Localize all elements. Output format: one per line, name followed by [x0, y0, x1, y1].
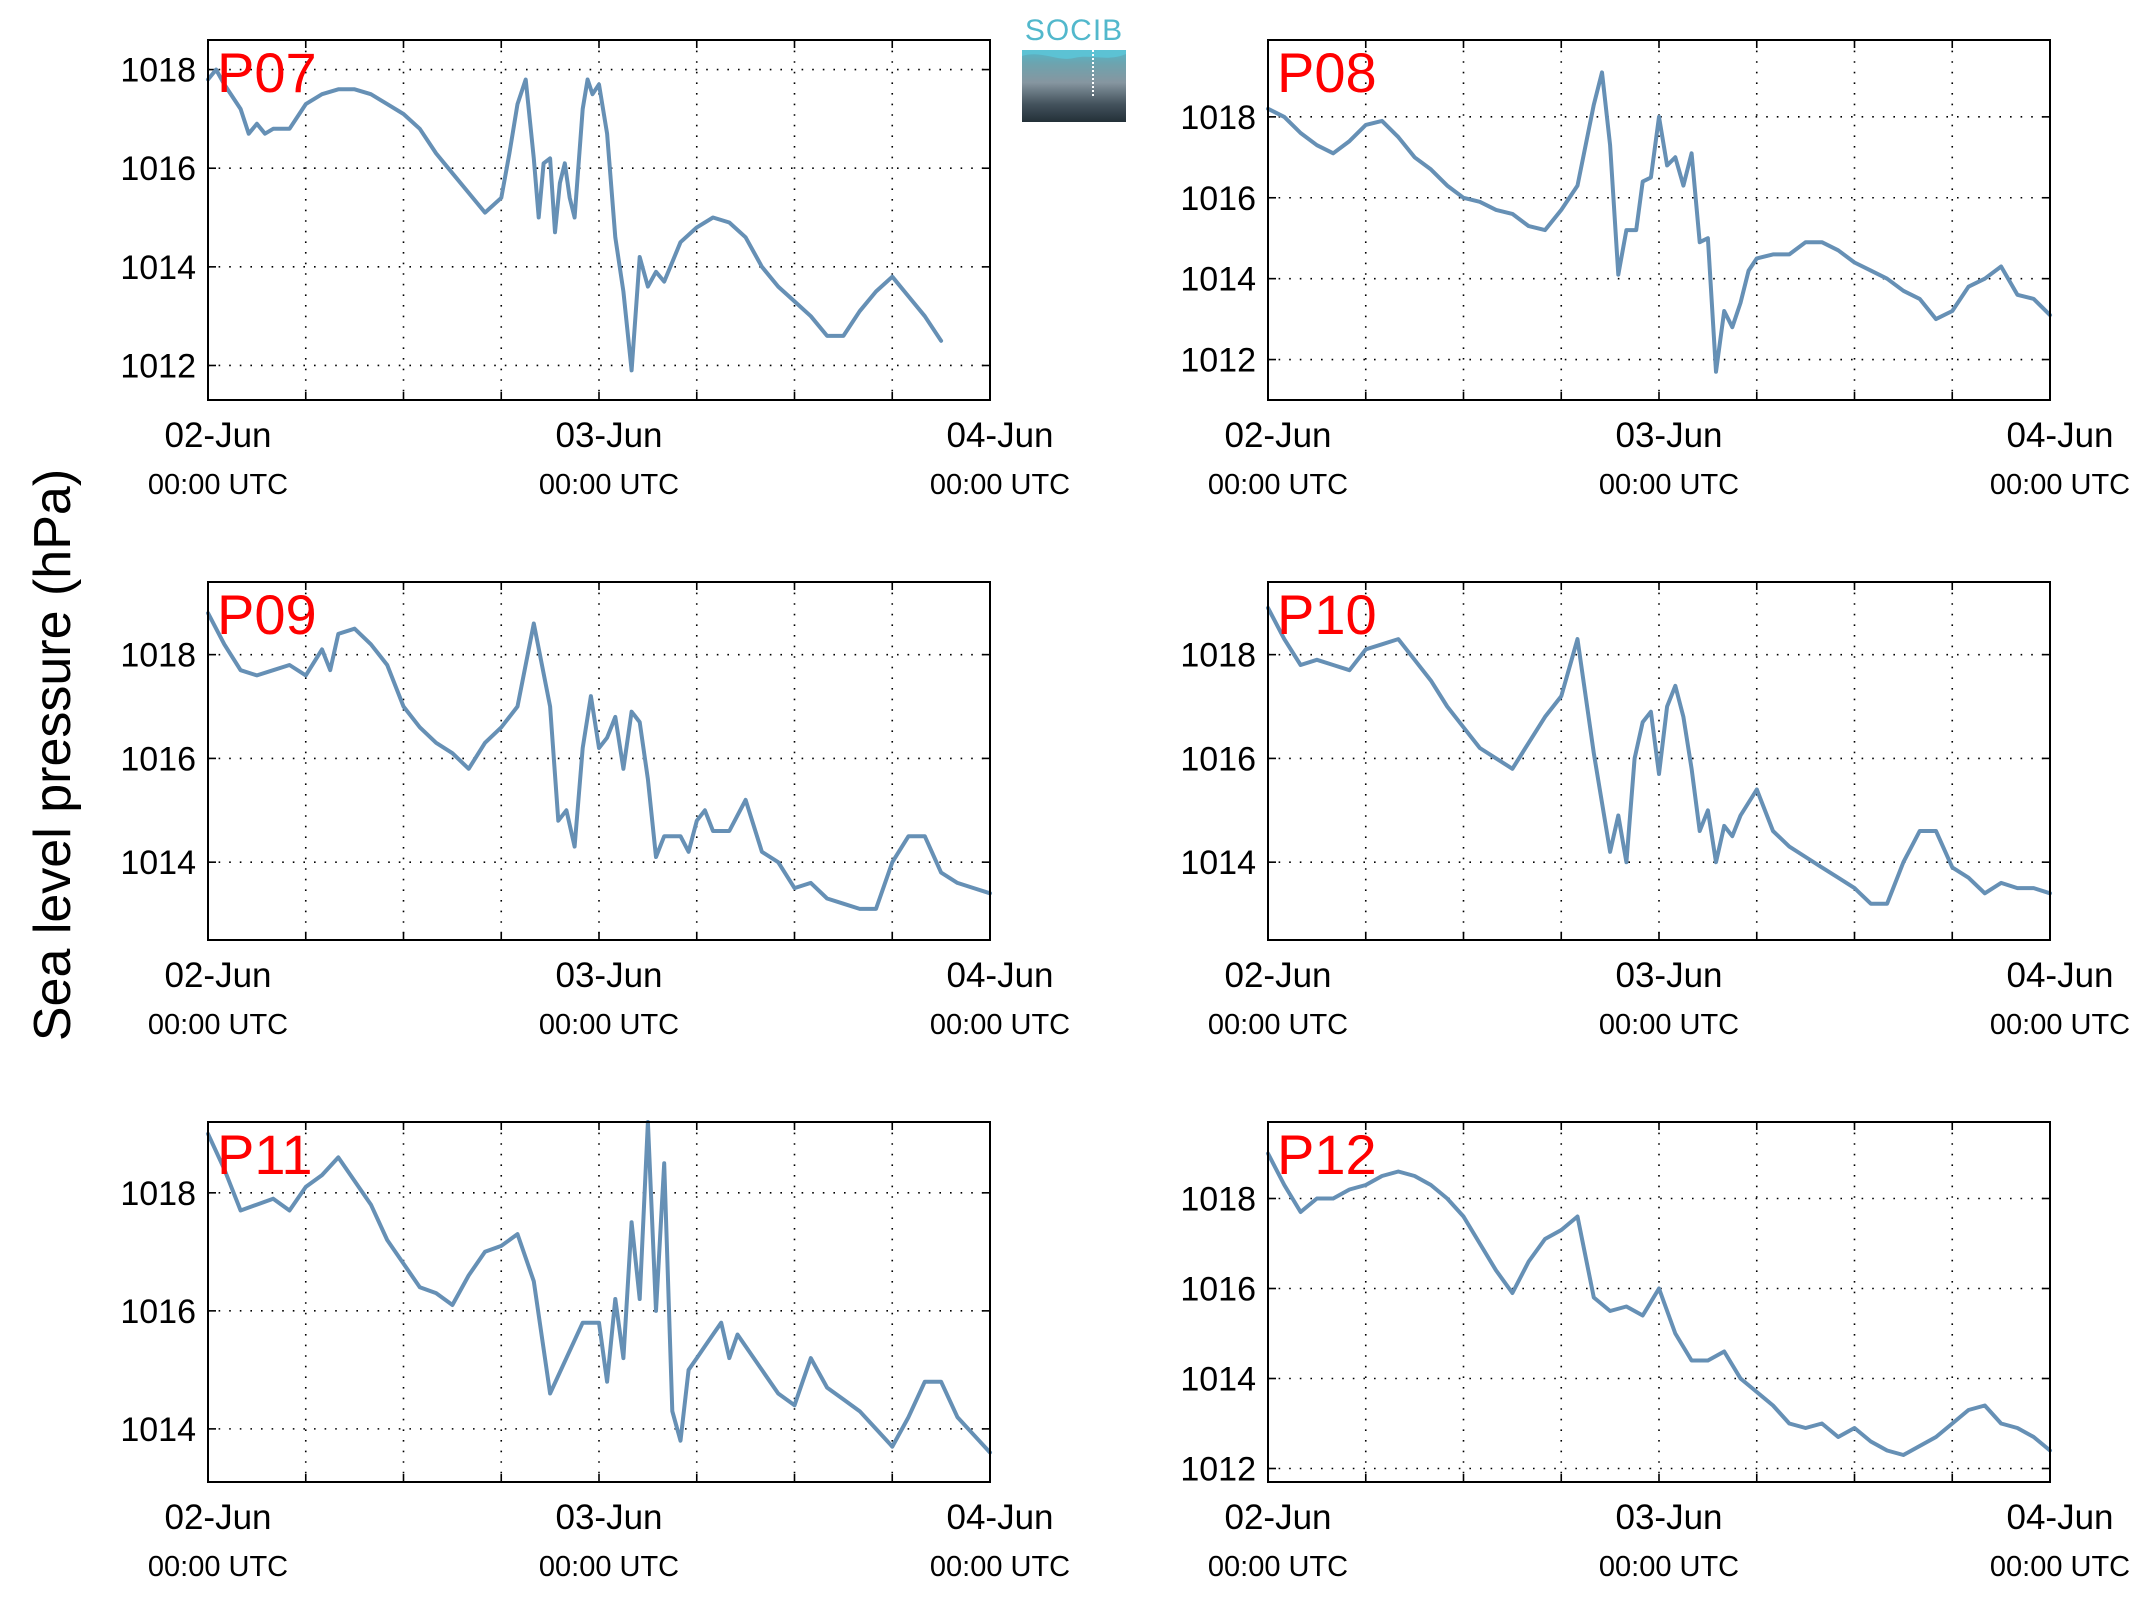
y-tick-label: 1016 — [120, 150, 196, 188]
y-tick-label: 1016 — [1180, 1271, 1256, 1309]
chart-panel-p07: 1012 1014 1016 1018 02-Jun 00:00 UTC 03-Jun 00:… — [120, 39, 1070, 501]
socib-logo: SOCIB — [1022, 14, 1126, 122]
x-tick-label-date: 02-Jun — [1224, 416, 1331, 455]
x-tick-label-time: 00:00 UTC — [148, 469, 288, 501]
pressure-line-p09 — [206, 611, 992, 911]
axes-frame — [207, 1121, 991, 1483]
x-tick-label-date: 03-Jun — [1615, 1498, 1722, 1537]
y-tick-label: 1016 — [120, 740, 196, 778]
y-tick-label: 1012 — [1180, 342, 1256, 380]
panel-label: P11 — [217, 1123, 312, 1186]
x-tick-label-date: 04-Jun — [2006, 1498, 2113, 1537]
pressure-line-p07 — [206, 67, 944, 373]
panel-label: P10 — [1277, 583, 1377, 646]
x-tick-label-date: 02-Jun — [164, 1498, 271, 1537]
x-tick-label-time: 00:00 UTC — [1208, 469, 1348, 501]
y-tick-label: 1016 — [120, 1293, 196, 1331]
x-tick-label-time: 00:00 UTC — [930, 469, 1070, 501]
x-tick-label-time: 00:00 UTC — [1990, 1009, 2130, 1041]
y-tick-label: 1014 — [1180, 1361, 1256, 1399]
pressure-line-p10 — [1266, 605, 2052, 906]
x-tick-label-time: 00:00 UTC — [930, 1551, 1070, 1583]
x-tick-label-date: 02-Jun — [164, 416, 271, 455]
axes-frame — [1267, 39, 2051, 401]
x-tick-label-time: 00:00 UTC — [539, 469, 679, 501]
x-tick-label-date: 03-Jun — [555, 1498, 662, 1537]
axes-frame — [207, 39, 991, 401]
x-tick-label-date: 04-Jun — [2006, 956, 2113, 995]
y-tick-label: 1016 — [1180, 180, 1256, 218]
axes-frame — [1267, 581, 2051, 941]
x-tick-label-date: 04-Jun — [946, 416, 1053, 455]
chart-panel-p10: 1014 1016 1018 02-Jun 00:00 UTC 03-Jun 00:00 U… — [1180, 581, 2130, 1041]
y-tick-label: 1014 — [1180, 261, 1256, 299]
y-tick-label: 1014 — [120, 249, 196, 287]
x-tick-label-time: 00:00 UTC — [930, 1009, 1070, 1041]
chart-panel-p12: 1012 1014 1016 1018 02-Jun 00:00 UTC 03-Jun 00:… — [1180, 1121, 2130, 1583]
x-tick-label-time: 00:00 UTC — [1990, 1551, 2130, 1583]
y-tick-label: 1018 — [120, 1175, 196, 1213]
axes-frame — [1267, 1121, 2051, 1483]
panel-label: P09 — [217, 583, 317, 646]
pressure-line-p08 — [1266, 70, 2052, 374]
pressure-line-p12 — [1266, 1151, 2052, 1457]
y-tick-label: 1016 — [1180, 740, 1256, 778]
x-tick-label-time: 00:00 UTC — [1208, 1551, 1348, 1583]
chart-panel-p11: 1014 1016 1018 02-Jun 00:00 UTC 03-Jun 00:00 U… — [120, 1120, 1070, 1583]
y-tick-label: 1012 — [120, 347, 196, 385]
x-tick-label-date: 03-Jun — [1615, 956, 1722, 995]
y-tick-label: 1014 — [1180, 844, 1256, 882]
logo-dotted-line — [1092, 50, 1094, 96]
y-tick-label: 1018 — [1180, 637, 1256, 675]
panel-label: P07 — [217, 41, 317, 104]
panels-group: 1012 1014 1016 1018 02-Jun 00:00 UTC 03-Jun 00:… — [120, 39, 2130, 1583]
x-tick-label-time: 00:00 UTC — [148, 1009, 288, 1041]
pressure-line-p11 — [206, 1120, 992, 1455]
x-tick-label-date: 04-Jun — [2006, 416, 2113, 455]
y-tick-label: 1018 — [1180, 99, 1256, 137]
x-tick-label-date: 02-Jun — [164, 956, 271, 995]
x-tick-label-date: 04-Jun — [946, 1498, 1053, 1537]
panel-label: P12 — [1277, 1123, 1377, 1186]
axes-frame — [207, 581, 991, 941]
y-tick-label: 1012 — [1180, 1451, 1256, 1489]
x-tick-label-time: 00:00 UTC — [1599, 469, 1739, 501]
x-tick-label-time: 00:00 UTC — [539, 1009, 679, 1041]
y-tick-label: 1018 — [120, 52, 196, 90]
x-tick-label-time: 00:00 UTC — [1208, 1009, 1348, 1041]
panel-label: P08 — [1277, 41, 1377, 104]
x-tick-label-time: 00:00 UTC — [1599, 1551, 1739, 1583]
x-tick-label-time: 00:00 UTC — [1990, 469, 2130, 501]
y-tick-label: 1014 — [120, 1411, 196, 1449]
x-tick-label-time: 00:00 UTC — [148, 1551, 288, 1583]
x-tick-label-date: 02-Jun — [1224, 1498, 1331, 1537]
y-tick-label: 1018 — [1180, 1181, 1256, 1219]
x-tick-label-time: 00:00 UTC — [539, 1551, 679, 1583]
y-tick-label: 1018 — [120, 637, 196, 675]
x-tick-label-date: 04-Jun — [946, 956, 1053, 995]
x-tick-label-date: 03-Jun — [555, 416, 662, 455]
chart-panel-p09: 1014 1016 1018 02-Jun 00:00 UTC 03-Jun 00:00 U… — [120, 581, 1070, 1041]
x-tick-label-date: 03-Jun — [555, 956, 662, 995]
x-tick-label-time: 00:00 UTC — [1599, 1009, 1739, 1041]
socib-logo-mark — [1022, 50, 1126, 122]
y-axis-label: Sea level pressure (hPa) — [24, 469, 82, 1041]
logo-wave-icon — [1022, 50, 1126, 59]
socib-logo-text: SOCIB — [1024, 14, 1124, 47]
x-tick-label-date: 02-Jun — [1224, 956, 1331, 995]
chart-panel-p08: 1012 1014 1016 1018 02-Jun 00:00 UTC 03-Jun 00:… — [1180, 39, 2130, 501]
y-tick-label: 1014 — [120, 844, 196, 882]
x-tick-label-date: 03-Jun — [1615, 416, 1722, 455]
